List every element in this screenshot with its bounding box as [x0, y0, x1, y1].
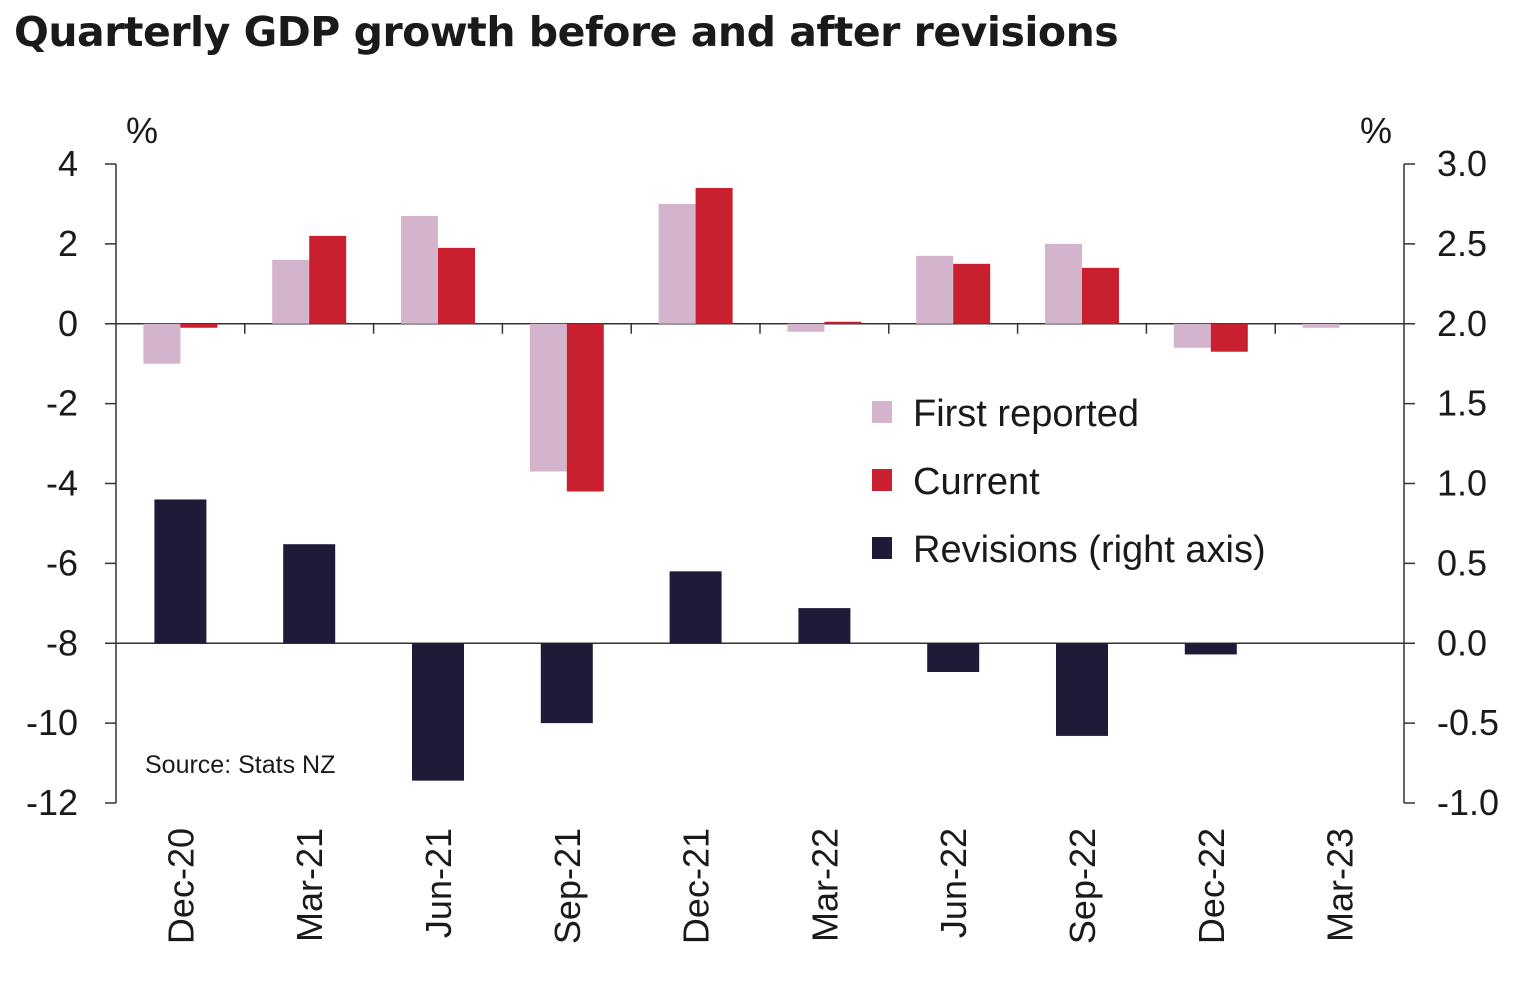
x-tick-labels: Dec-20 Mar-21 Jun-21 Sep-21 Dec-21 Mar-22 Jun-… [160, 828, 1360, 944]
right-tick-label: 3.0 [1437, 143, 1487, 184]
bar-current [695, 187, 733, 324]
right-tick-label: -1.0 [1437, 782, 1499, 823]
bar-current [1210, 323, 1248, 352]
left-tick-label: -4 [46, 463, 78, 504]
bar-current [824, 321, 862, 324]
bar-revision [283, 544, 336, 644]
right-tick-label: -0.5 [1437, 702, 1499, 743]
bars [143, 187, 1340, 781]
legend-label: Revisions (right axis) [913, 529, 1266, 571]
right-tick-label: 1.0 [1437, 463, 1487, 504]
x-tick-label: Sep-22 [1062, 828, 1103, 944]
bar-current [1082, 267, 1119, 324]
x-tick-label: Dec-22 [1191, 828, 1232, 944]
bar-revision [1056, 643, 1108, 736]
x-tick-label: Jun-22 [933, 828, 974, 938]
left-tick-label: 0 [58, 303, 78, 344]
chart-title: Quarterly GDP growth before and after re… [14, 8, 1119, 56]
x-tick-label: Dec-20 [160, 828, 201, 944]
right-tick-label: 0.5 [1437, 542, 1487, 583]
legend-swatch [872, 537, 892, 559]
left-tick-label: -10 [26, 702, 78, 743]
bar-first-reported [1173, 323, 1211, 348]
left-tick-label: -6 [46, 542, 78, 583]
left-tick-label: 2 [58, 223, 78, 264]
bar-current [566, 323, 604, 492]
source-note: Source: Stats NZ [145, 751, 335, 779]
bar-first-reported [1045, 243, 1082, 324]
left-axis-unit: % [126, 110, 158, 151]
left-tick-label: 4 [58, 143, 78, 184]
x-tick-label: Mar-23 [1320, 828, 1361, 942]
x-tick-label: Mar-21 [289, 828, 330, 942]
bar-first-reported [1302, 323, 1340, 328]
x-tick-label: Mar-22 [804, 828, 845, 942]
bar-first-reported [787, 323, 825, 332]
legend-label: First reported [913, 393, 1139, 435]
left-tick-label: -2 [46, 383, 78, 424]
bar-revision [927, 643, 980, 673]
legend: First reported Current Revisions (right ax… [872, 393, 1266, 571]
bar-revision [669, 571, 722, 644]
right-axis-unit: % [1360, 110, 1392, 151]
bar-revision [1184, 643, 1237, 655]
legend-swatch [872, 401, 892, 423]
right-tick-label: 2.5 [1437, 223, 1487, 264]
bar-revision [540, 643, 593, 724]
bar-first-reported [916, 255, 954, 324]
bar-current [180, 323, 218, 328]
axes: 4 2 0 -2 -4 -6 -8 -10 -12 3.0 2.5 2.0 1.5 1.0 0.5 0.0 -0… [26, 143, 1499, 823]
legend-label: Current [913, 461, 1040, 503]
x-tick-label: Jun-21 [418, 828, 459, 938]
bar-first-reported [658, 203, 696, 324]
legend-swatch [872, 469, 892, 491]
right-tick-label: 1.5 [1437, 383, 1487, 424]
bar-first-reported [272, 259, 310, 324]
bar-first-reported [143, 323, 181, 364]
bar-first-reported [529, 323, 567, 472]
bar-first-reported [401, 215, 438, 324]
left-tick-label: -12 [26, 782, 78, 823]
right-tick-label: 0.0 [1437, 622, 1487, 663]
bar-current [953, 263, 991, 324]
left-tick-label: -8 [46, 622, 78, 663]
bar-revision [154, 499, 207, 644]
bar-revision [412, 643, 464, 781]
bar-current [309, 235, 347, 324]
bar-revision [798, 608, 851, 644]
x-tick-label: Dec-21 [676, 828, 717, 944]
x-tick-label: Sep-21 [547, 828, 588, 944]
bar-current [438, 247, 475, 324]
right-tick-label: 2.0 [1437, 303, 1487, 344]
